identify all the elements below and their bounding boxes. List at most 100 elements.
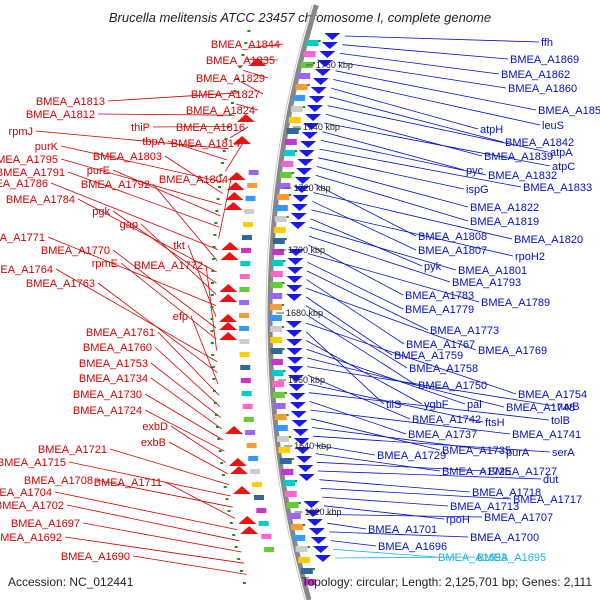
gc-mark: [223, 486, 227, 488]
left-label-connector: [164, 481, 235, 519]
feature-block: [243, 222, 253, 227]
left-label-connector: [240, 81, 264, 95]
feature-block: [303, 51, 316, 57]
right-gene-label: atpC: [552, 161, 575, 173]
left-gene-label: BMEA_A1761: [86, 327, 155, 339]
right-gene-label: serA: [552, 447, 575, 459]
right-gene-label: tolB: [551, 415, 570, 427]
right-label-connector: [305, 331, 385, 405]
feature-block: [286, 128, 299, 134]
right-gene-label: BMEA_A1748: [506, 402, 575, 414]
forward-strand-genes: [219, 58, 267, 534]
gc-mark: [210, 318, 214, 320]
right-gene-label: BMEA_A1773: [430, 325, 499, 337]
left-label-connector: [112, 249, 217, 329]
right-gene-label: BMEA_A1783: [405, 290, 474, 302]
right-label-connector: [307, 366, 556, 407]
right-gene-label: BMEA_A1789: [481, 297, 550, 309]
left-label-connector: [97, 113, 235, 116]
right-gene-label: BMEA_A1779: [405, 304, 474, 316]
right-label-connector: [305, 322, 517, 395]
right-gene-label: BMEA_A1741: [512, 429, 581, 441]
gc-mark: [210, 294, 214, 296]
left-label-connector: [236, 103, 259, 111]
right-label-connector: [329, 531, 469, 538]
right-label-connector: [317, 470, 542, 480]
left-label-connector: [225, 142, 244, 172]
left-gene-label: BMEA_A1784: [6, 194, 75, 206]
right-gene-label: BMEA_A1767: [406, 339, 475, 351]
right-label-connector: [320, 140, 487, 176]
left-label-connector: [152, 126, 233, 128]
reverse-gene-arrow: [287, 375, 304, 382]
scale-tick-label: 1700 kbp: [288, 245, 325, 255]
gc-mark: [316, 40, 321, 42]
reverse-gene-arrow: [319, 51, 336, 58]
left-label-connector: [112, 210, 217, 284]
left-gene-label: purE: [87, 165, 110, 177]
right-label-connector: [316, 166, 469, 208]
feature-block: [295, 84, 308, 90]
gc-mark: [233, 90, 237, 92]
gc-mark: [311, 62, 315, 64]
gc-mark: [218, 186, 221, 188]
feature-block: [279, 458, 292, 464]
gc-mark: [212, 246, 216, 248]
reverse-gene-arrow: [306, 105, 323, 112]
feature-block: [278, 447, 291, 453]
right-gene-label: BMEA_A1759: [394, 350, 463, 362]
right-gene-label: pyk: [424, 261, 442, 273]
left-label-connector: [157, 331, 220, 396]
feature-block: [240, 378, 251, 383]
reverse-gene-arrow: [286, 321, 302, 328]
right-label-connector: [337, 61, 507, 89]
gc-mark: [227, 510, 231, 512]
reverse-gene-arrow: [286, 276, 303, 283]
gc-mark: [293, 480, 298, 482]
right-label-connector: [315, 453, 441, 472]
right-gene-label: ispG: [466, 184, 489, 196]
right-gene-label: BMEA_A1769: [478, 345, 547, 357]
right-label-connector: [313, 435, 551, 453]
right-gene-label: BMEA_A1700: [470, 532, 539, 544]
feature-block: [283, 480, 295, 486]
right-gene-label: dut: [543, 474, 558, 486]
gc-mark: [211, 366, 215, 368]
right-label-connector: [316, 461, 487, 472]
gc-mark: [232, 534, 236, 536]
forward-gene-arrow: [219, 332, 238, 340]
left-gene-label: BMEA_A1704: [0, 487, 52, 499]
left-gene-label: BMEA_A1827: [191, 89, 260, 101]
right-gene-label: BMEA_A1729: [377, 450, 446, 462]
right-label-connector: [314, 183, 417, 237]
scale-tick-label: 1660 kbp: [288, 375, 325, 385]
right-gene-label: BMEA_A1832: [488, 170, 557, 182]
forward-gene-arrow: [240, 526, 259, 534]
right-gene-label: BMEA_A1822: [470, 202, 539, 214]
feature-block: [288, 117, 301, 123]
left-gene-label: purK: [35, 141, 59, 153]
gc-mark: [289, 458, 294, 460]
backbone-arc: [267, 4, 319, 600]
feature-block: [261, 534, 272, 539]
right-gene-label: BMEA_A1869: [510, 54, 579, 66]
feature-block: [241, 248, 252, 253]
right-gene-label: atpA: [550, 147, 573, 159]
right-gene-label: BMEA_A1742: [412, 414, 481, 426]
reverse-gene-arrow: [294, 447, 311, 454]
gc-mark: [301, 106, 306, 108]
feature-block: [286, 502, 299, 508]
left-label-connectors: [35, 43, 284, 575]
forward-gene-arrow: [220, 252, 239, 260]
right-gene-label: pal: [467, 399, 482, 411]
gc-mark: [219, 174, 223, 176]
gc-mark: [212, 258, 215, 260]
reverse-gene-arrow: [287, 267, 303, 274]
right-label-connector: [306, 287, 477, 351]
gc-mark: [214, 414, 218, 416]
gc-mark: [226, 126, 230, 128]
right-label-connector: [308, 244, 404, 296]
reverse-gene-arrow: [296, 168, 313, 175]
right-gene-label: pyc: [466, 165, 484, 177]
forward-gene-arrow: [227, 172, 246, 180]
